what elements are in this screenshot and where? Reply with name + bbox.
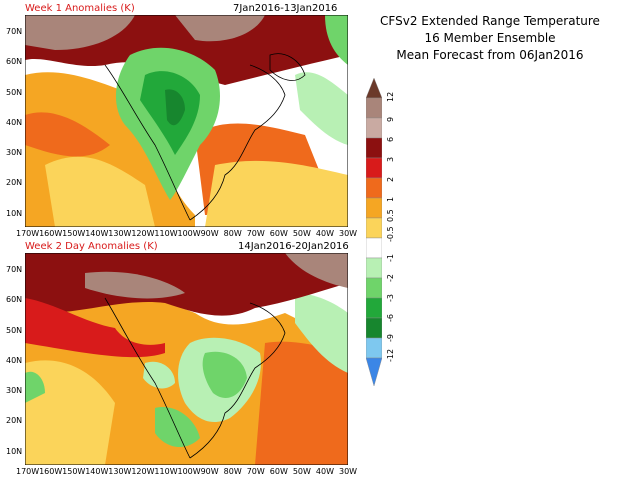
colorbar xyxy=(366,78,382,387)
panel-2-lat-label: 40N xyxy=(6,355,23,365)
colorbar-label: 0.5 xyxy=(386,209,395,222)
panel-1-lat-label: 10N xyxy=(6,208,23,218)
panel-1-lat-label: 20N xyxy=(6,178,23,188)
panel-2-lat-label: 50N xyxy=(6,325,23,335)
panel-1-lon-label: 120W xyxy=(131,229,155,238)
panel-1-lon-label: 110W xyxy=(154,229,178,238)
panel-1-lon-label: 50W xyxy=(292,229,311,238)
colorbar-label: -9 xyxy=(386,334,395,342)
panel-1-lon-label: 170W xyxy=(16,229,40,238)
colorbar-swatch xyxy=(366,157,382,179)
panel-1-lon-label: 80W xyxy=(223,229,242,238)
panel-1-lon-label: 140W xyxy=(85,229,109,238)
panel-1-lon-label: 30W xyxy=(339,229,358,238)
panel-2-lat-label: 60N xyxy=(6,295,23,305)
panel-2-lon-label: 50W xyxy=(292,467,311,476)
colorbar-swatch xyxy=(366,317,382,339)
header-line-1: CFSv2 Extended Range Temperature xyxy=(380,14,600,28)
panel-1-lat-label: 40N xyxy=(6,117,23,127)
colorbar-swatch xyxy=(366,78,382,99)
colorbar-swatch xyxy=(366,97,382,119)
panel-1-lon-label: 160W xyxy=(39,229,63,238)
colorbar-swatch xyxy=(366,217,382,239)
colorbar-swatch xyxy=(366,297,382,319)
panel-1-map xyxy=(25,15,348,227)
colorbar-swatch xyxy=(366,237,382,259)
colorbar-label: -6 xyxy=(386,314,395,322)
panel-1-lon-label: 70W xyxy=(246,229,265,238)
panel-2-lat-label: 20N xyxy=(6,416,23,426)
colorbar-label: -3 xyxy=(386,294,395,302)
panel-1-dates: 7Jan2016-13Jan2016 xyxy=(233,3,338,14)
panel-1-lon-label: 100W xyxy=(177,229,201,238)
colorbar-swatch xyxy=(366,197,382,219)
panel-1-lon-label: 40W xyxy=(315,229,335,238)
colorbar-swatch xyxy=(366,257,382,279)
colorbar-swatch xyxy=(366,357,382,387)
header-line-2: 16 Member Ensemble xyxy=(424,31,556,45)
panel-2-lon-label: 90W xyxy=(200,467,219,476)
colorbar-label: 2 xyxy=(386,176,395,182)
panel-2-lon-label: 70W xyxy=(246,467,265,476)
colorbar-swatch xyxy=(366,337,382,359)
colorbar-label: 6 xyxy=(386,136,395,142)
panel-2-lon-label: 130W xyxy=(108,467,132,476)
colorbar-label: 9 xyxy=(386,116,395,122)
colorbar-swatch xyxy=(366,117,382,139)
panel-2-lon-label: 160W xyxy=(39,467,63,476)
panel-2-title: Week 2 Day Anomalies (K) xyxy=(25,241,158,252)
panel-1-lat-label: 30N xyxy=(6,148,23,158)
panel-2-lon-label: 80W xyxy=(223,467,242,476)
panel-2-lat-label: 70N xyxy=(6,265,23,274)
panel-2-lat-label: 30N xyxy=(6,386,23,396)
panel-1-lat-label: 50N xyxy=(6,87,23,97)
panel-2-lon-label: 150W xyxy=(62,467,86,476)
colorbar-swatch xyxy=(366,137,382,159)
header-line-3: Mean Forecast from 06Jan2016 xyxy=(396,48,584,62)
panel-1-lat-label: 60N xyxy=(6,57,23,67)
panel-2-lon-label: 140W xyxy=(85,467,109,476)
panel-2-lat-label: 10N xyxy=(6,446,23,456)
panel-2-map xyxy=(25,253,348,465)
panel-1-lat-label: 70N xyxy=(6,27,23,36)
panel-2-lon-label: 120W xyxy=(131,467,155,476)
panel-2-lon-label: 100W xyxy=(177,467,201,476)
panel-1-lon-label: 90W xyxy=(200,229,219,238)
panel-2-lon-label: 30W xyxy=(339,467,358,476)
colorbar-label: 12 xyxy=(386,91,395,102)
panel-1-lon-label: 60W xyxy=(269,229,288,238)
panel-1-lon-label: 150W xyxy=(62,229,86,238)
panel-1-title: Week 1 Anomalies (K) xyxy=(25,3,135,14)
colorbar-label: -0.5 xyxy=(386,226,395,242)
colorbar-label: 3 xyxy=(386,156,395,162)
colorbar-swatch xyxy=(366,177,382,199)
colorbar-label: -1 xyxy=(386,254,395,262)
panel-2-lon-label: 60W xyxy=(269,467,288,476)
colorbar-label: -2 xyxy=(386,274,395,282)
colorbar-swatch xyxy=(366,277,382,299)
colorbar-label: -12 xyxy=(386,348,395,362)
panel-2-lon-label: 170W xyxy=(16,467,40,476)
colorbar-label: 1 xyxy=(386,196,395,202)
panel-2-lon-label: 110W xyxy=(154,467,178,476)
panel-2-lon-label: 40W xyxy=(315,467,335,476)
panel-1-lon-label: 130W xyxy=(108,229,132,238)
panel-2-dates: 14Jan2016-20Jan2016 xyxy=(238,241,349,252)
